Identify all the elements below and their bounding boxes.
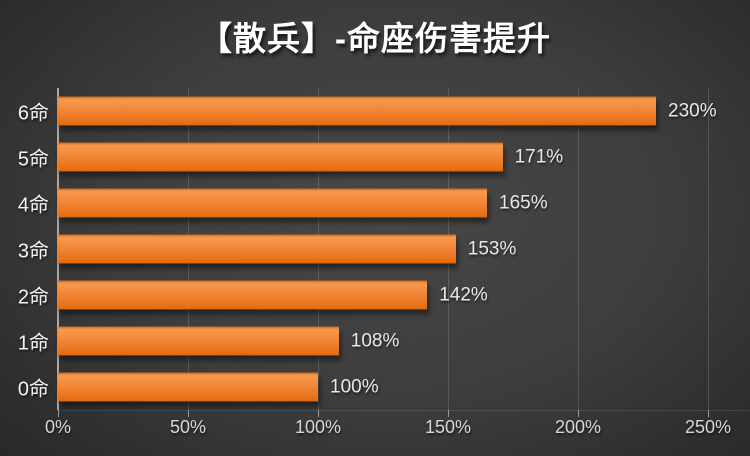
bar-row-1: 1命 108%	[18, 318, 708, 364]
value-label: 100%	[330, 376, 379, 397]
category-label: 3命	[17, 240, 49, 263]
category-label: 4命	[17, 194, 49, 217]
tick-150	[448, 410, 449, 417]
value-axis-line	[57, 410, 750, 411]
category-label: 1命	[17, 332, 49, 355]
value-label: 165%	[499, 192, 548, 213]
bar-3ming: 153%	[58, 234, 516, 264]
bar-rows: 6命 230% 5命 171% 4命 165% 3命 153%	[18, 88, 717, 410]
tick-0	[58, 410, 59, 417]
tick-100	[318, 410, 319, 417]
category-label: 0命	[17, 378, 49, 401]
x-tick-label: 200%	[554, 417, 602, 437]
value-label: 108%	[350, 330, 400, 351]
value-label: 153%	[467, 238, 517, 259]
value-label: 230%	[668, 100, 717, 121]
bar-row-0: 0命 100%	[18, 364, 708, 410]
tick-250	[708, 410, 709, 417]
category-label: 5命	[17, 148, 49, 171]
bar-2ming: 142%	[58, 280, 488, 310]
gridline-250	[708, 88, 709, 410]
bar-0ming: 100%	[58, 372, 379, 402]
bar-row-4: 4命 165%	[18, 180, 708, 226]
x-tick-label: 150%	[424, 417, 472, 437]
plot-area: 6命 230% 5命 171% 4命 165% 3命 153%	[18, 88, 750, 437]
tick-50	[188, 410, 189, 417]
chart-title: 【散兵】-命座伤害提升	[199, 20, 551, 57]
category-label: 2命	[17, 286, 49, 309]
tick-200	[578, 410, 579, 417]
bar-6ming: 230%	[58, 96, 717, 126]
x-tick-label: 100%	[294, 417, 342, 437]
x-tick-label: 250%	[684, 417, 732, 437]
value-label: 142%	[439, 284, 488, 305]
value-label: 171%	[514, 146, 564, 167]
bar-row-6: 6命 230%	[18, 88, 717, 134]
x-tick-label: 0%	[44, 417, 72, 437]
bar-4ming: 165%	[58, 188, 548, 218]
bar-row-5: 5命 171%	[18, 134, 708, 180]
bar-1ming: 108%	[58, 326, 399, 356]
bar-row-3: 3命 153%	[18, 226, 708, 272]
gridline-200	[578, 88, 579, 410]
x-tick-label: 50%	[169, 417, 207, 437]
bar-5ming: 171%	[58, 142, 563, 172]
bar-row-2: 2命 142%	[18, 272, 708, 318]
category-label: 6命	[17, 102, 49, 125]
